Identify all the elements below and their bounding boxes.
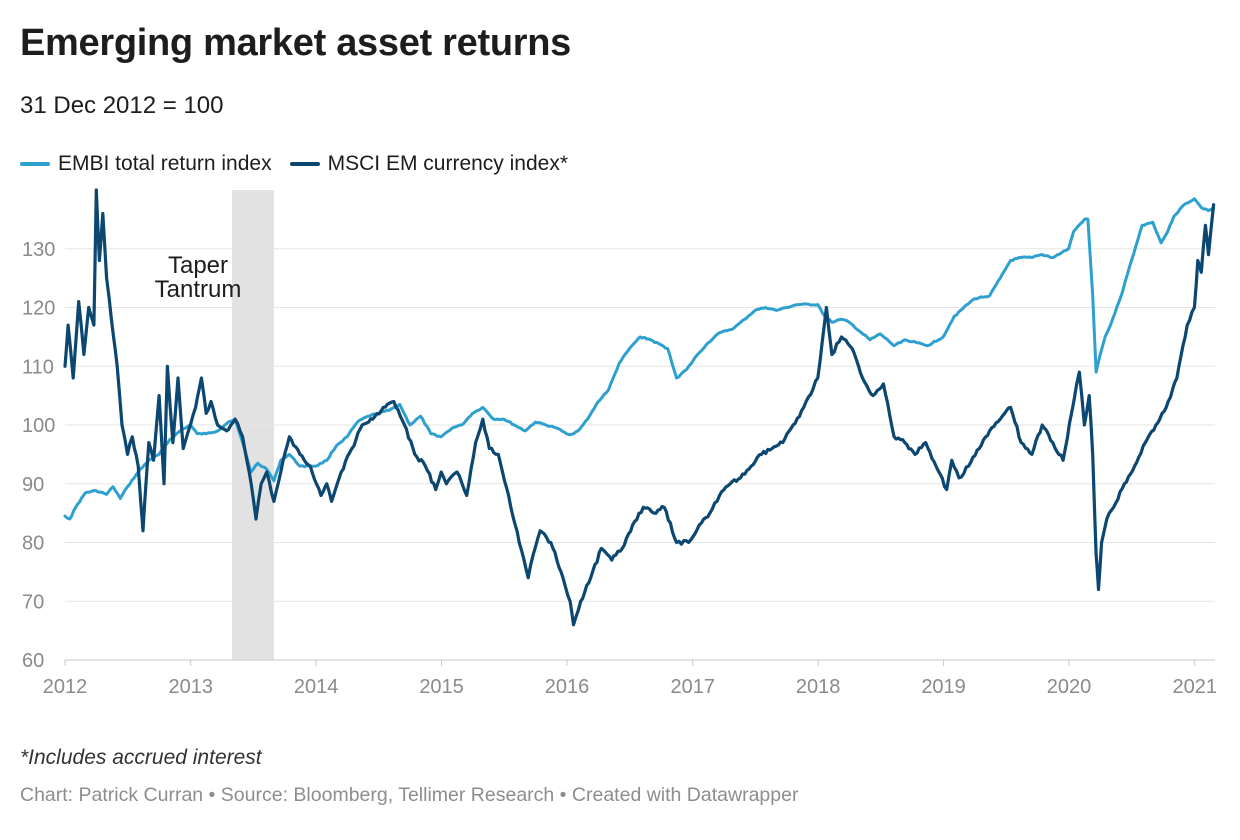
- x-tick-label-2013: 2013: [169, 676, 214, 698]
- series-layer: [63, 188, 1216, 627]
- chart-subtitle: 31 Dec 2012 = 100: [20, 92, 224, 119]
- x-tick-label-2015: 2015: [419, 676, 464, 698]
- x-tick-label-2021: 2021: [1172, 676, 1217, 698]
- legend-item-msci: MSCI EM currency index*: [289, 152, 569, 176]
- x-tick-layer: 2012 2013 2014 2015 2016 2017 2018 2019 2020 2021: [43, 660, 1217, 698]
- y-tick-label-120: 120: [22, 298, 55, 320]
- x-tick-label-2019: 2019: [921, 676, 966, 698]
- annotation-taper: Taper: [168, 252, 228, 279]
- series-line-msci: [63, 188, 1216, 627]
- legend-swatch-embi: [20, 162, 50, 166]
- credits: Chart: Patrick Curran • Source: Bloomber…: [20, 784, 799, 806]
- legend-swatch-msci: [289, 162, 320, 166]
- legend-label-msci: MSCI EM currency index*: [327, 152, 569, 175]
- y-tick-label-100: 100: [22, 415, 55, 437]
- chart-title: Emerging market asset returns: [20, 22, 571, 64]
- x-tick-label-2018: 2018: [796, 676, 841, 698]
- legend: EMBI total return index MSCI EM currency…: [20, 152, 586, 176]
- x-tick-label-2012: 2012: [43, 676, 88, 698]
- series-line-embi: [63, 197, 1216, 521]
- y-tick-label-130: 130: [22, 239, 55, 261]
- footnote: *Includes accrued interest: [20, 746, 262, 769]
- legend-label-embi: EMBI total return index: [58, 152, 272, 175]
- y-tick-layer: 60 70 80 90 100 110 120 130: [22, 239, 55, 672]
- y-tick-label-80: 80: [22, 533, 44, 555]
- annotation-tantrum: Tantrum: [155, 276, 242, 303]
- x-tick-label-2014: 2014: [294, 676, 339, 698]
- gridline-layer: [65, 248, 1215, 661]
- legend-item-embi: EMBI total return index: [20, 152, 272, 176]
- x-tick-label-2020: 2020: [1047, 676, 1092, 698]
- x-tick-label-2016: 2016: [545, 676, 590, 698]
- y-tick-label-70: 70: [22, 591, 44, 613]
- x-tick-label-2017: 2017: [670, 676, 715, 698]
- y-tick-label-60: 60: [22, 650, 44, 672]
- y-tick-label-90: 90: [22, 474, 44, 496]
- y-tick-label-110: 110: [22, 356, 54, 378]
